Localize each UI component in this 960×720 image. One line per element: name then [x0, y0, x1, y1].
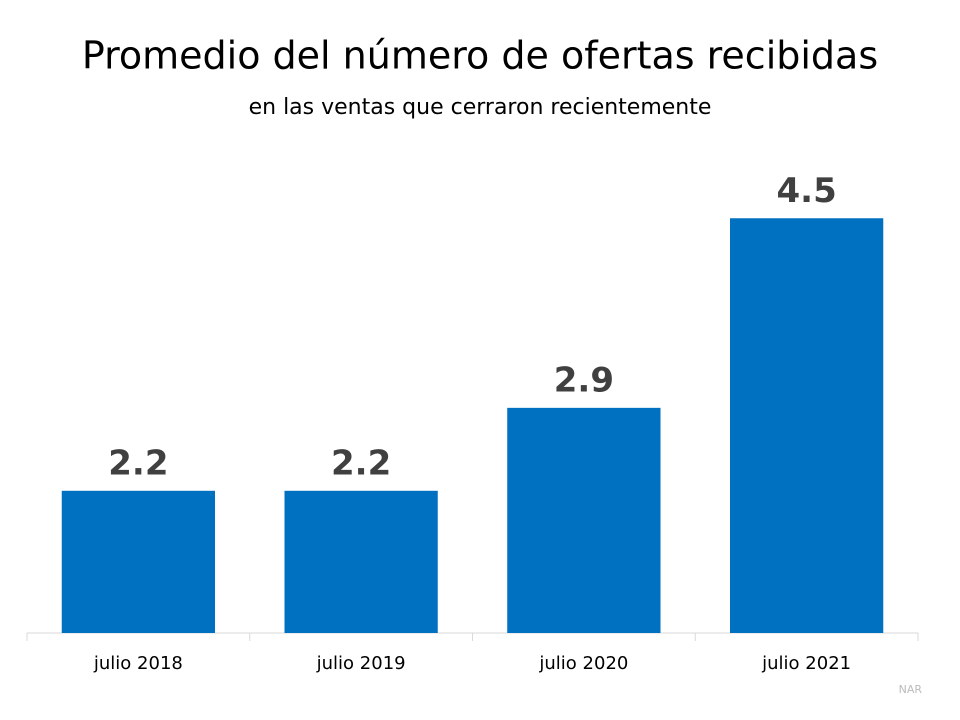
chart-subtitle: en las ventas que cerraron recientemente [249, 95, 712, 120]
value-label: 2.9 [554, 360, 614, 400]
x-tick-label: julio 2020 [538, 653, 628, 674]
bar [61, 490, 216, 633]
x-tick-label: julio 2018 [93, 653, 183, 674]
value-label: 4.5 [777, 171, 837, 211]
value-label: 2.2 [108, 443, 168, 483]
bar [284, 490, 438, 633]
chart-title: Promedio del número de ofertas recibidas [82, 34, 878, 78]
x-tick-label: julio 2021 [761, 653, 851, 674]
x-tick-label: julio 2019 [316, 653, 406, 674]
bar [507, 407, 661, 633]
bar [729, 218, 884, 633]
value-label: 2.2 [331, 443, 391, 483]
source: NAR [899, 683, 923, 696]
